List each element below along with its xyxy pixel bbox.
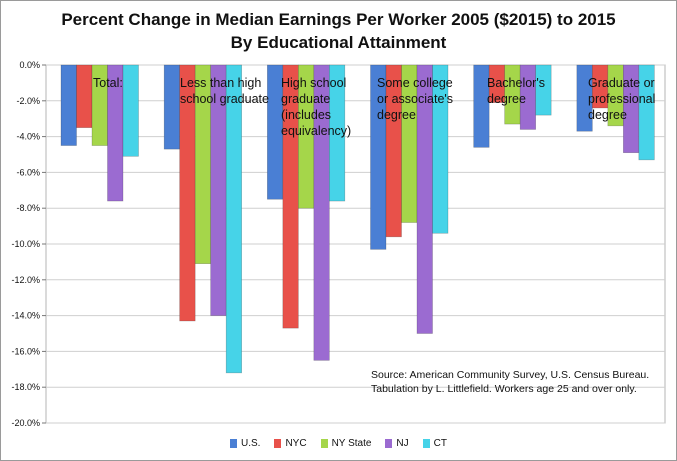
category-label: Bachelor's xyxy=(487,76,545,90)
legend: U.S. NYC NY State NJ CT xyxy=(0,438,677,449)
legend-swatch xyxy=(274,439,282,448)
y-tick-label: -16.0% xyxy=(11,346,40,356)
legend-swatch xyxy=(385,439,393,448)
legend-label: CT xyxy=(433,438,447,449)
category-label: or associate's xyxy=(377,92,453,106)
legend-label: NY State xyxy=(331,438,372,449)
y-tick-label: 0.0% xyxy=(19,60,40,70)
category-label: Graduate or xyxy=(588,76,655,90)
y-tick-label: -18.0% xyxy=(11,382,40,392)
legend-item: U.S. xyxy=(230,438,260,449)
legend-label: U.S. xyxy=(241,438,261,449)
y-tick-label: -20.0% xyxy=(11,418,40,428)
chart-title: Percent Change in Median Earnings Per Wo… xyxy=(61,10,616,29)
bar xyxy=(432,64,449,234)
bar xyxy=(329,64,346,202)
y-tick-label: -14.0% xyxy=(11,311,40,321)
bar xyxy=(504,64,521,125)
category-label: Total: xyxy=(93,76,123,90)
y-tick-label: -10.0% xyxy=(11,239,40,249)
category-label: graduate xyxy=(281,92,330,106)
category-label: degree xyxy=(588,108,627,122)
bar xyxy=(122,64,139,157)
bar xyxy=(535,64,552,116)
legend-label: NJ xyxy=(396,438,409,449)
category-label: High school xyxy=(281,76,346,90)
bar xyxy=(76,64,93,128)
category-label: degree xyxy=(377,108,416,122)
y-tick-label: -12.0% xyxy=(11,275,40,285)
bar xyxy=(473,64,490,148)
category-label: Less than high xyxy=(180,76,261,90)
legend-item: NJ xyxy=(385,438,409,449)
y-tick-label: -4.0% xyxy=(16,132,40,142)
category-label: school graduate xyxy=(180,92,269,106)
source-note-line-1: Source: American Community Survey, U.S. … xyxy=(371,369,650,381)
bar xyxy=(163,64,180,150)
legend-item: NYC xyxy=(274,438,307,449)
bar xyxy=(313,64,330,361)
bar xyxy=(385,64,402,238)
y-tick-label: -8.0% xyxy=(16,203,40,213)
legend-swatch xyxy=(320,439,328,448)
bar xyxy=(638,64,655,161)
chart-subtitle: By Educational Attainment xyxy=(230,33,447,52)
category-label: (includes xyxy=(281,108,331,122)
legend-item: CT xyxy=(422,438,447,449)
bar xyxy=(60,64,77,146)
legend-item: NY State xyxy=(320,438,372,449)
legend-label: NYC xyxy=(285,438,307,449)
legend-swatch xyxy=(422,439,430,448)
y-tick-label: -6.0% xyxy=(16,167,40,177)
category-label: professional xyxy=(588,92,655,106)
bar xyxy=(225,64,242,374)
legend-swatch xyxy=(230,439,237,448)
category-label: Some college xyxy=(377,76,453,90)
y-tick-label: -2.0% xyxy=(16,96,40,106)
category-label: degree xyxy=(487,92,526,106)
category-label: equivalency) xyxy=(281,124,351,138)
source-note-line-2: Tabulation by L. Littlefield. Workers ag… xyxy=(371,383,637,395)
